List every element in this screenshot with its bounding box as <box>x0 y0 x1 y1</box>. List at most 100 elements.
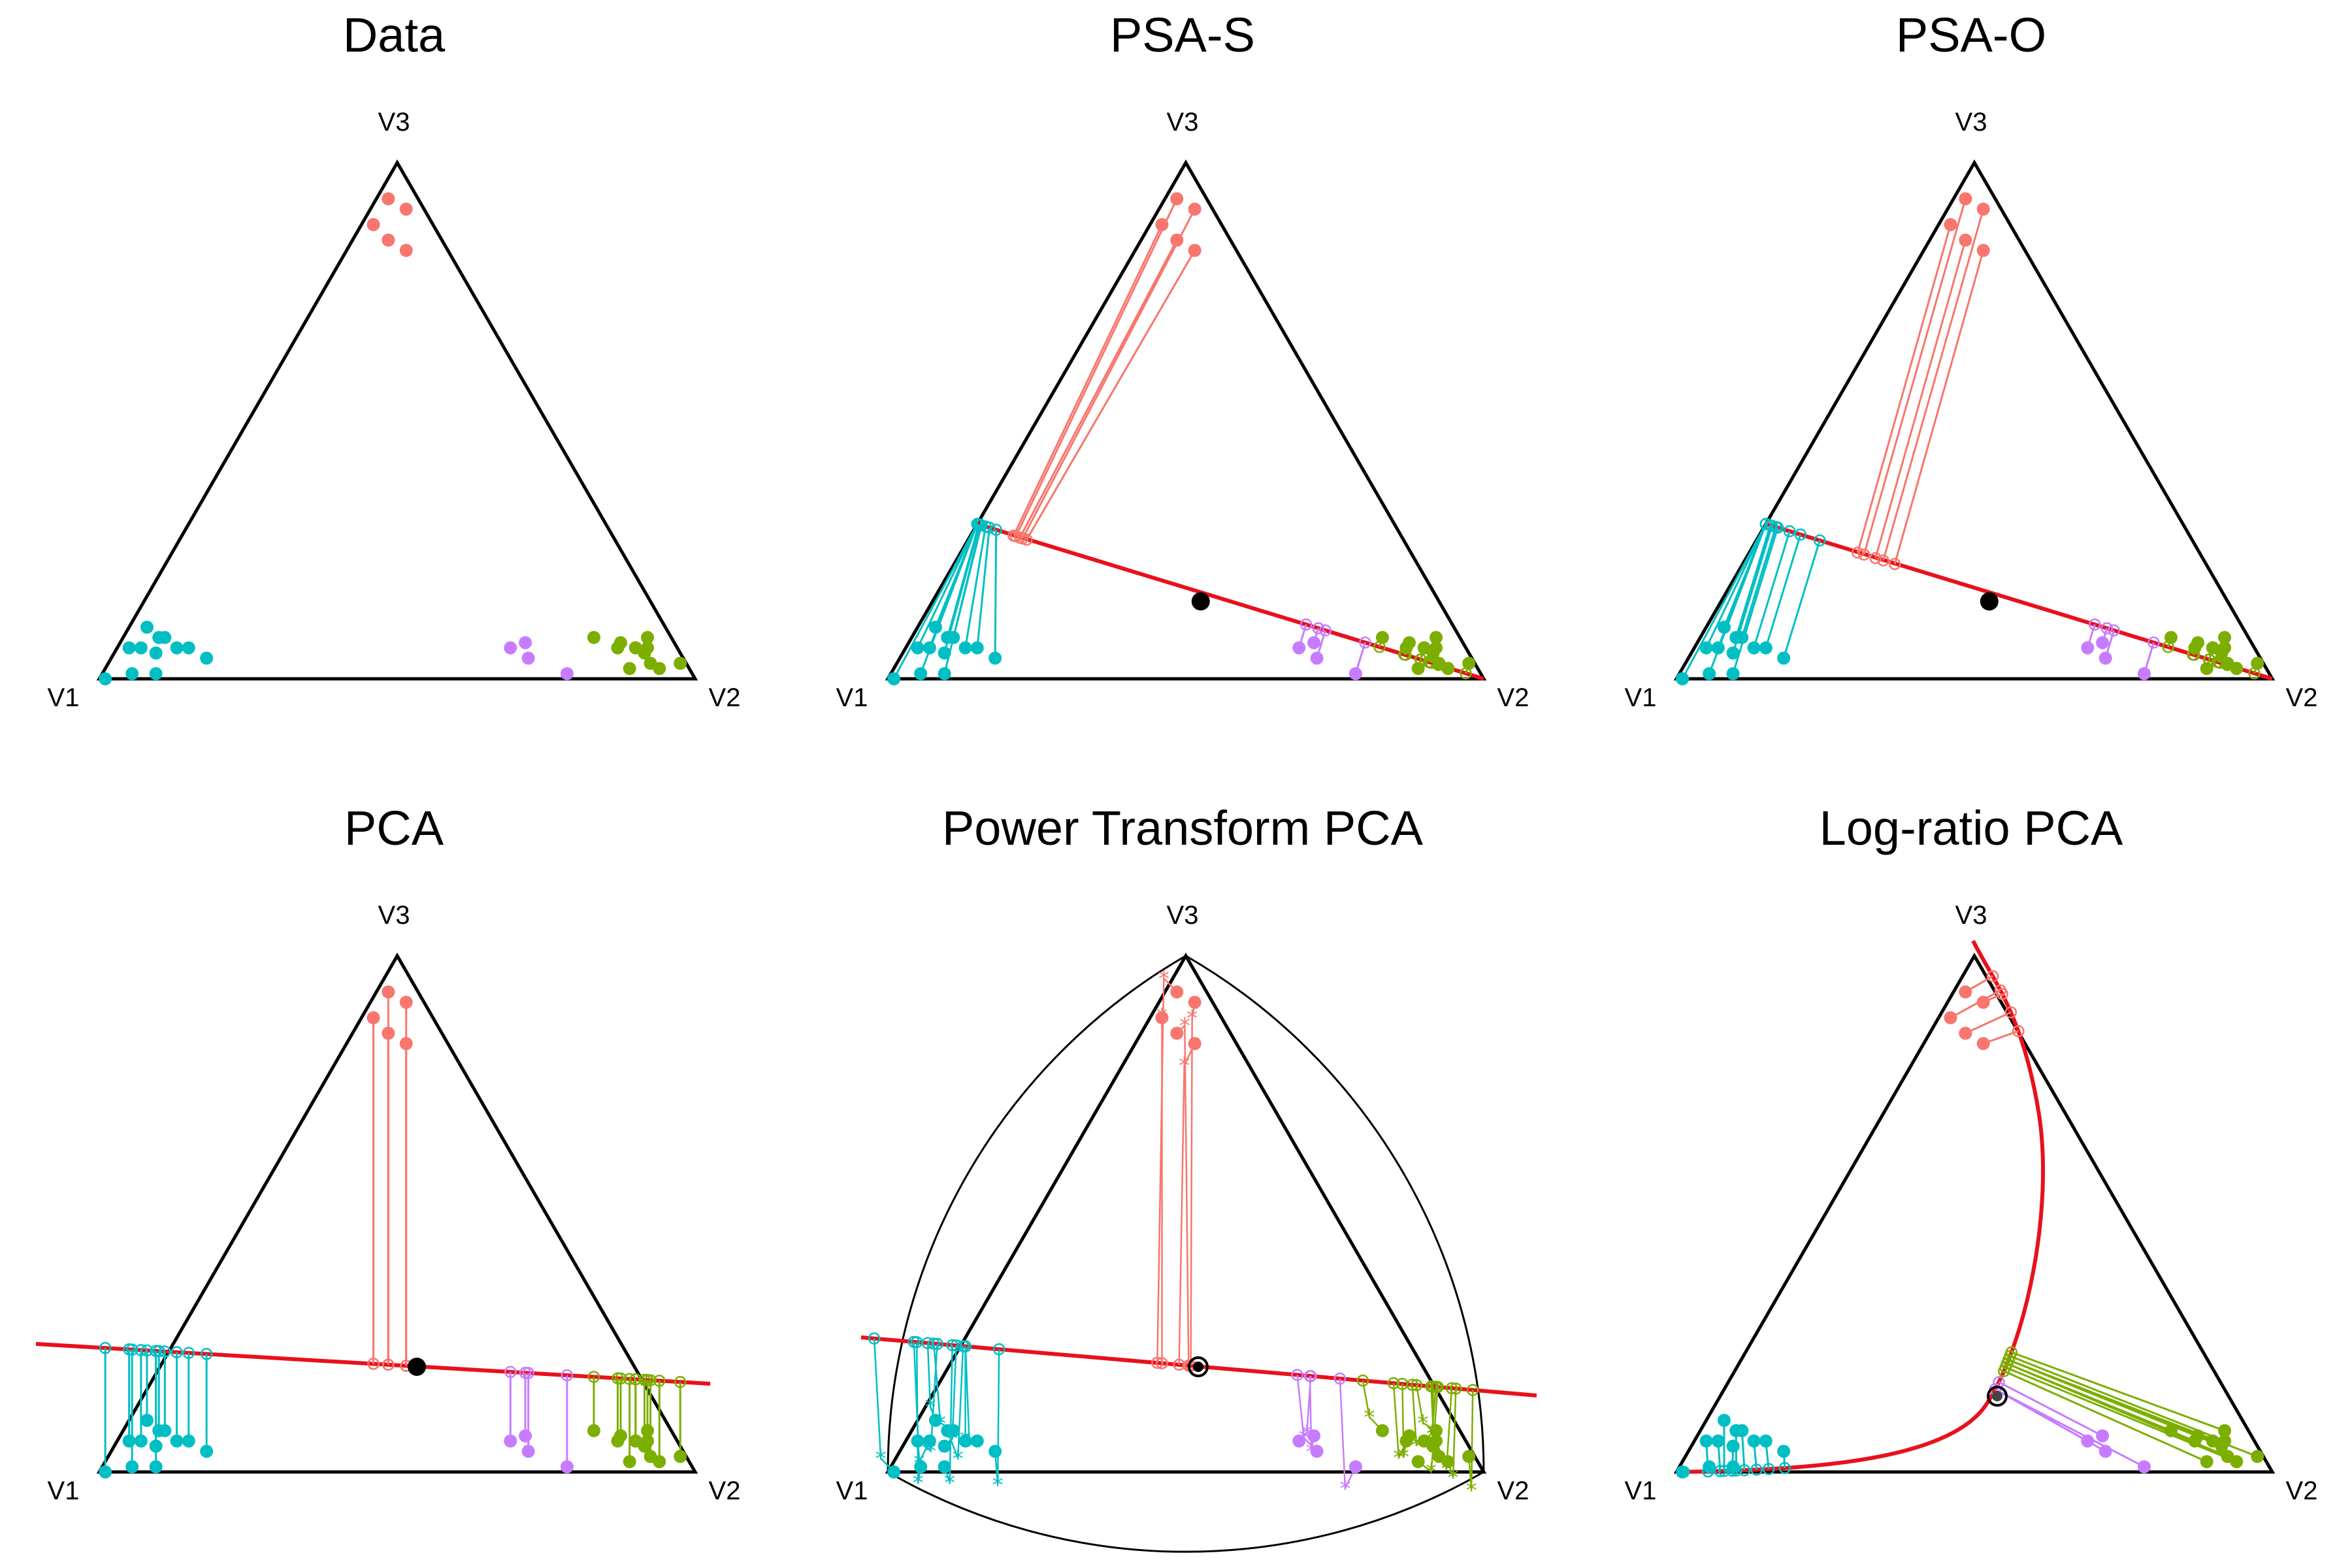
data-point-v2b <box>2200 1455 2213 1469</box>
data-point-v2b <box>623 662 636 676</box>
data-point-v1 <box>1703 1460 1716 1474</box>
center-point <box>1188 1356 1209 1377</box>
projection-marker <box>907 1335 921 1348</box>
projection-line <box>1874 240 1967 559</box>
panel-power-transform-pca: Power Transform PCA ***************** ***… <box>836 801 1537 1553</box>
data-point-v3 <box>1170 985 1184 999</box>
projection-line <box>917 523 979 649</box>
projection-marker <box>1333 1372 1347 1385</box>
projection-line <box>1681 523 1767 679</box>
sphere-boundary <box>887 955 1485 1553</box>
transformed-point-marker: * <box>953 1446 964 1472</box>
data-point-v3 <box>1170 233 1184 247</box>
projection-line <box>1950 989 2001 1019</box>
center-point-inner <box>1193 1362 1203 1372</box>
vertex-label-v2: V2 <box>1497 683 1529 712</box>
data-point-v1 <box>182 641 195 655</box>
projection-marker <box>1888 558 1901 570</box>
projection-line <box>996 1349 1000 1485</box>
data-point-v2a <box>2081 1434 2095 1448</box>
data-point-v2b <box>587 630 600 644</box>
projection-line <box>956 1346 964 1458</box>
projection-line <box>1156 978 1165 1364</box>
data-point-v2b <box>641 1434 655 1448</box>
data-point-v1 <box>134 641 148 655</box>
projection-line <box>1863 198 1967 555</box>
data-point-v1 <box>125 1460 139 1474</box>
projection-line <box>1732 527 1779 674</box>
data-point-v3 <box>1188 1037 1201 1051</box>
data-point-v3 <box>1976 996 1990 1009</box>
vertex-label-v3: V3 <box>1167 901 1199 930</box>
data-point-v2a <box>1307 636 1321 649</box>
simplex-frame <box>96 952 698 1474</box>
vertex-label-v2: V2 <box>2286 683 2318 712</box>
transformed-point-marker: * <box>1398 1445 1409 1471</box>
projection-marker <box>1445 1382 1458 1395</box>
projection-marker <box>2108 624 2120 637</box>
projection-marker <box>1312 622 1325 634</box>
transformed-point-marker: * <box>875 1446 887 1472</box>
data-point-v2a <box>2099 651 2112 665</box>
vertex-label-v1: V1 <box>836 1477 868 1505</box>
transformed-point-marker: * <box>1158 966 1169 992</box>
data-point-v2b <box>2206 641 2219 655</box>
data-point-v3 <box>1188 996 1201 1009</box>
projection-line <box>934 523 979 628</box>
vertex-label-v1: V1 <box>836 683 868 712</box>
projection-marker <box>1869 552 1882 564</box>
data-point-v1 <box>149 1460 163 1474</box>
data-point-v1 <box>938 646 951 660</box>
data-point-v2b <box>614 1429 627 1443</box>
data-point-v1 <box>970 1434 984 1448</box>
projection-marker <box>587 1371 600 1383</box>
data-point-v1 <box>938 1439 951 1453</box>
projection-marker <box>1762 1463 1775 1475</box>
data-point-v2a <box>2137 667 2151 681</box>
data-point-v2b <box>653 662 666 676</box>
center-point <box>1987 1386 2008 1407</box>
projection-line <box>1995 1388 2145 1468</box>
data-point-v2a <box>1310 1445 1324 1458</box>
data-point-v1 <box>887 1465 901 1478</box>
projection-line <box>1415 1384 1424 1424</box>
data-point-v1 <box>182 1434 195 1448</box>
data-point-v3 <box>1944 218 1957 231</box>
data-point-v2a <box>521 1445 535 1458</box>
data-point-v1 <box>988 1445 1002 1458</box>
data-point-v2b <box>2200 662 2213 676</box>
transformed-point-marker: * <box>913 1470 924 1496</box>
projection-marker <box>1021 533 1033 546</box>
transformed-point-marker: * <box>1466 1477 1477 1503</box>
data-point-v3 <box>1944 1011 1957 1024</box>
projection-marker <box>1156 1357 1168 1369</box>
vertex-label-v2: V2 <box>1497 1477 1529 1505</box>
projection-line <box>2010 1355 2225 1442</box>
projection-line <box>1026 250 1196 540</box>
data-point-v1 <box>1699 641 1713 655</box>
data-point-v1 <box>140 621 154 634</box>
data-point-v2a <box>2096 636 2110 649</box>
data-point-v2b <box>2191 1429 2204 1443</box>
vertex-label-v1: V1 <box>1625 1477 1657 1505</box>
data-point-v2b <box>1462 1450 1476 1463</box>
data-point-v2a <box>560 667 574 681</box>
data-point-v1 <box>911 1434 924 1448</box>
vertex-label-v2: V2 <box>709 683 741 712</box>
data-point-v2b <box>629 641 642 655</box>
simplex-frame <box>96 159 698 681</box>
data-point-v1 <box>911 641 924 655</box>
data-point-v1 <box>1703 667 1716 681</box>
data-point-v2b <box>2230 662 2244 676</box>
data-point-v2b <box>2251 1450 2264 1463</box>
projection-marker <box>140 1344 154 1357</box>
projection-line <box>1392 1383 1400 1458</box>
data-point-v2a <box>521 651 535 665</box>
data-point-v1 <box>1711 1434 1725 1448</box>
data-point-v2b <box>1441 662 1455 676</box>
data-point-v2a <box>2137 1460 2151 1474</box>
data-point-v2b <box>1411 1455 1425 1469</box>
data-point-v3 <box>1976 1037 1990 1051</box>
projection-marker <box>950 1339 962 1352</box>
projection-marker <box>2012 1024 2025 1037</box>
